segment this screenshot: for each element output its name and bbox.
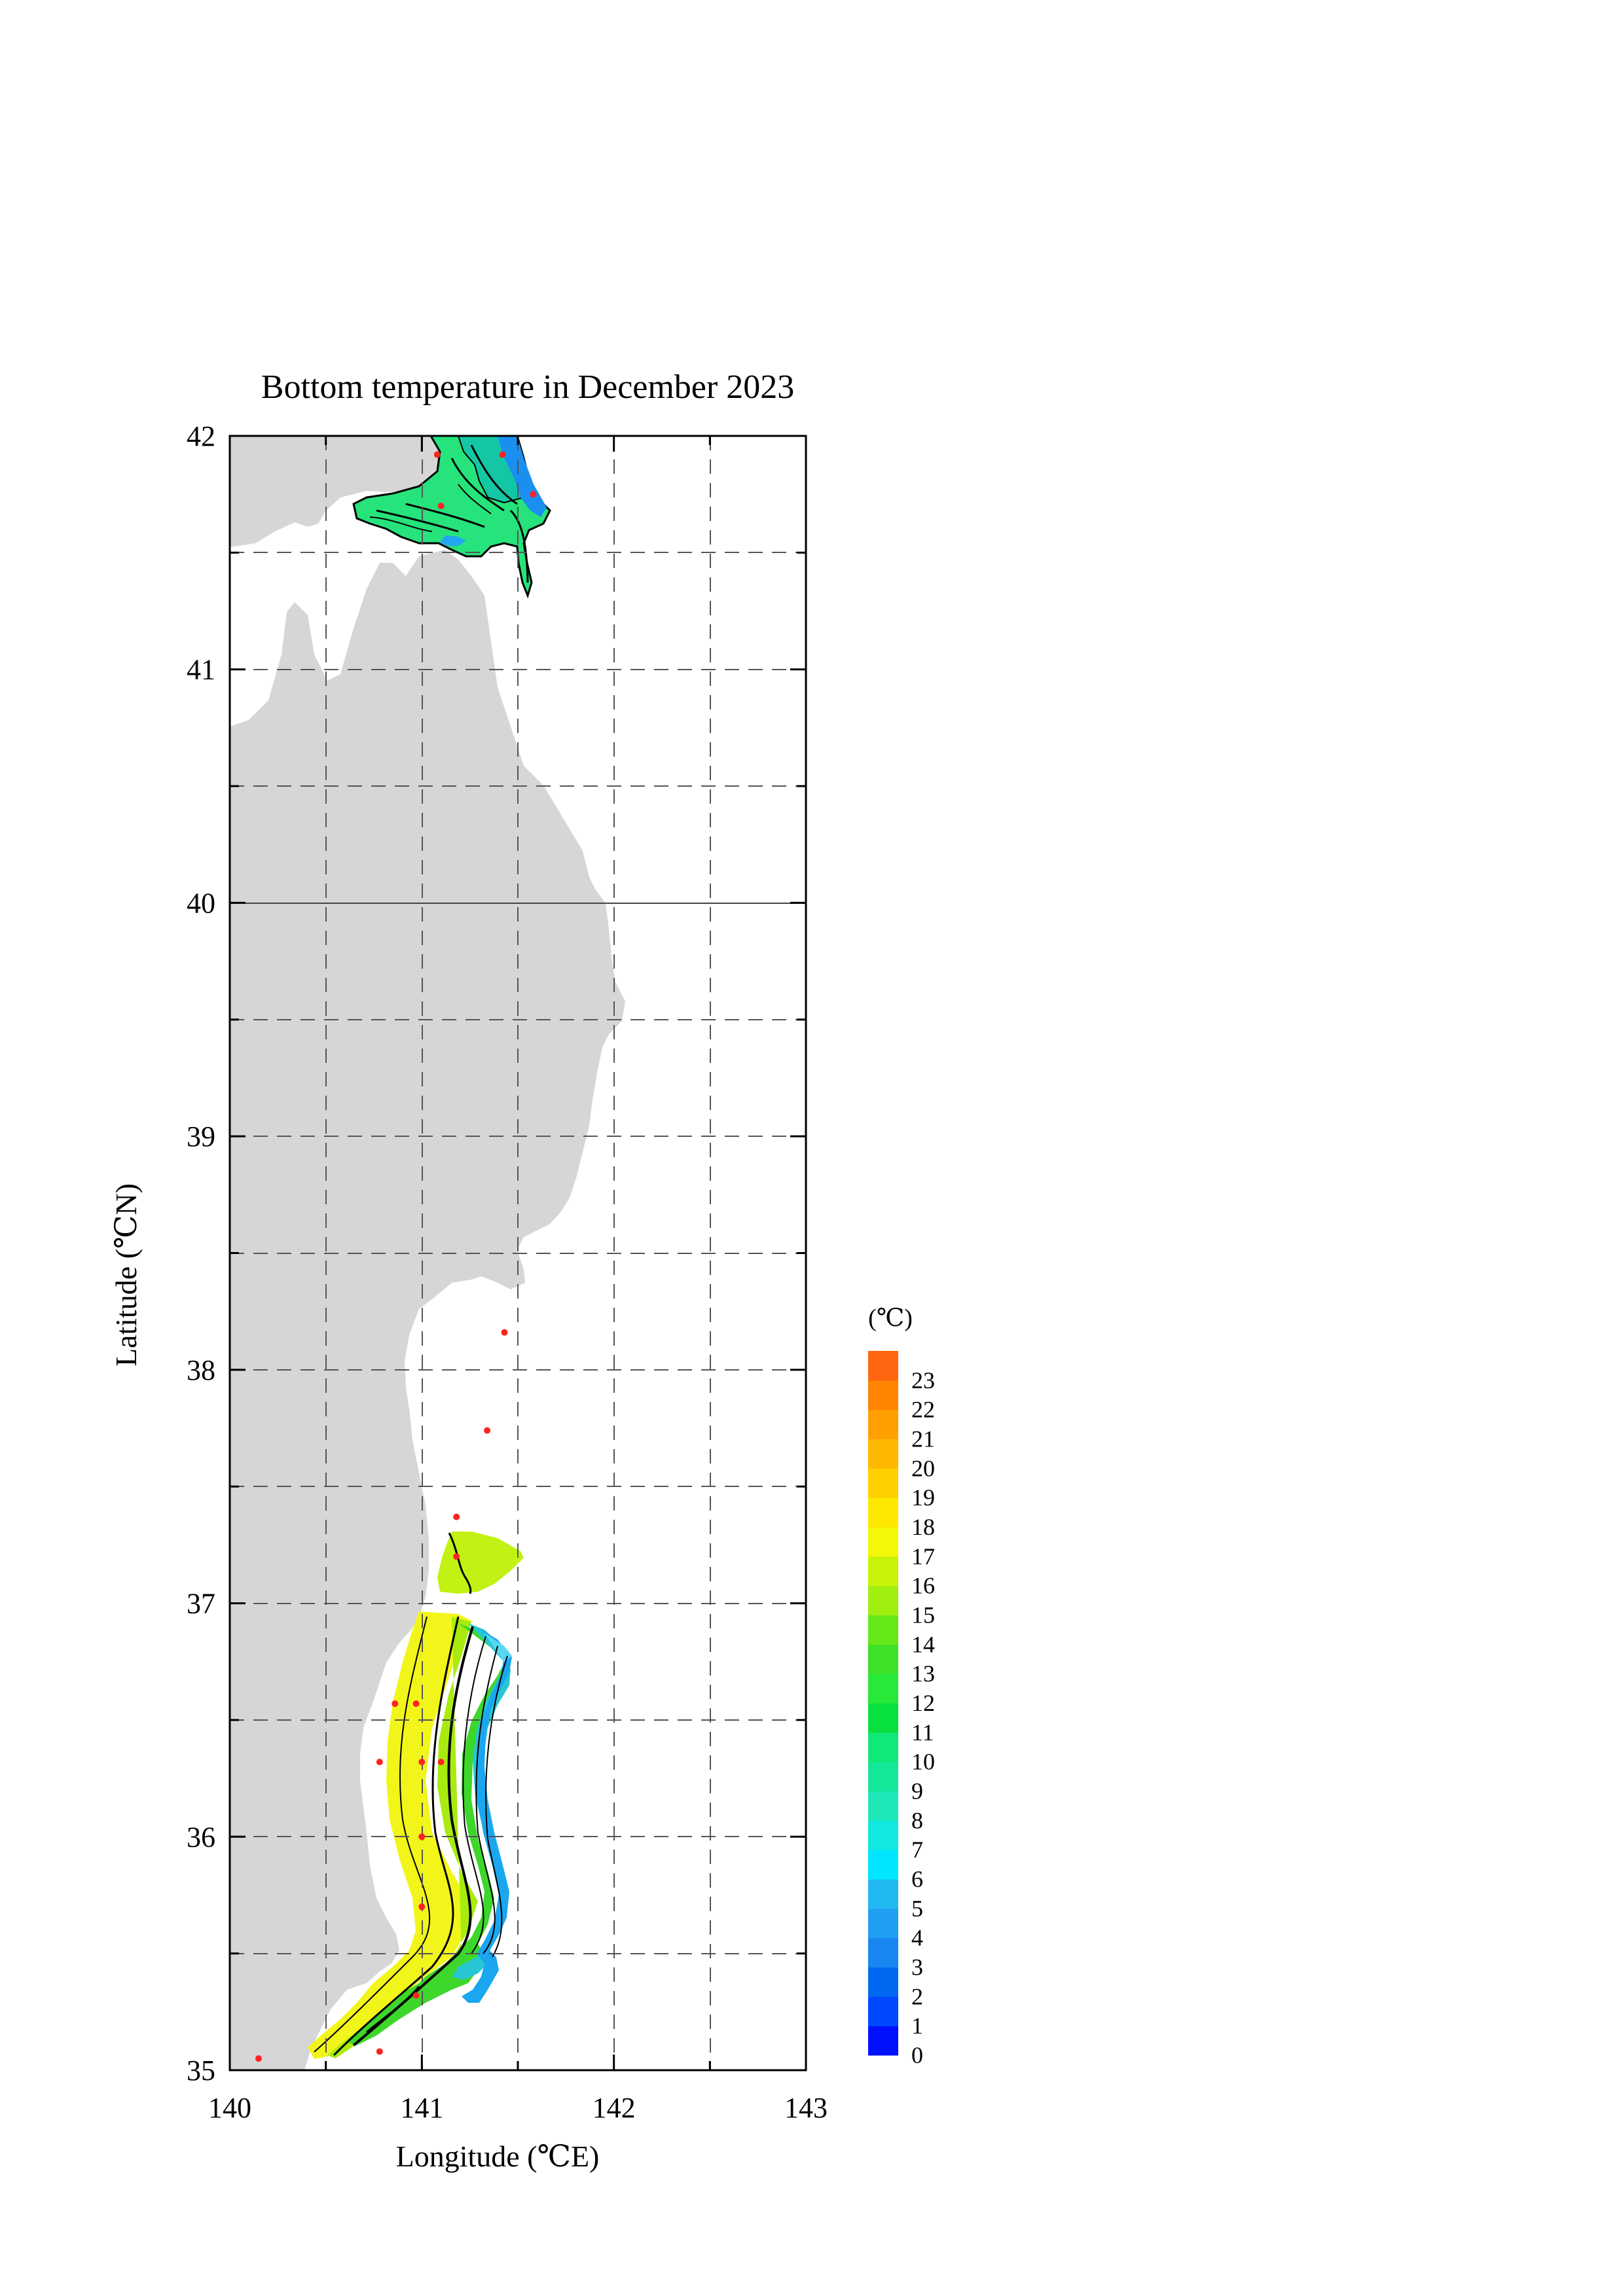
station-marker [484, 1427, 491, 1434]
colorbar-label: 9 [911, 1778, 923, 1804]
y-tick-label: 40 [187, 887, 215, 919]
colorbar-label: 5 [911, 1895, 923, 1922]
colorbar-segment [868, 1967, 898, 1997]
colorbar-label: 0 [911, 2042, 923, 2068]
colorbar-label: 23 [911, 1367, 935, 1393]
colorbar-label: 16 [911, 1573, 935, 1599]
colorbar-segment [868, 1468, 898, 1498]
colorbar-label: 13 [911, 1660, 935, 1687]
colorbar-label: 10 [911, 1749, 935, 1775]
y-tick-label: 39 [187, 1121, 215, 1153]
station-marker [530, 491, 537, 498]
colorbar-label: 14 [911, 1631, 935, 1657]
colorbar-label: 22 [911, 1397, 935, 1423]
station-marker [499, 451, 506, 458]
y-tick-label: 37 [187, 1588, 215, 1620]
colorbar-segment [868, 1527, 898, 1557]
station-marker [453, 1513, 460, 1520]
y-tick-label: 36 [187, 1821, 215, 1853]
colorbar-segment [868, 1380, 898, 1410]
colorbar: (℃) 012345678910111213141516171819202122… [868, 1304, 935, 2068]
station-marker [453, 1553, 460, 1560]
colorbar-segment [868, 1908, 898, 1939]
colorbar-segment [868, 1761, 898, 1792]
colorbar-segment [868, 1996, 898, 2026]
land-chiba-tip [230, 1996, 249, 2062]
colorbar-segments [868, 1351, 898, 2056]
station-marker [418, 1759, 426, 1766]
colorbar-segment [868, 1615, 898, 1645]
y-tick-labels: 35 36 37 38 39 40 41 42 [187, 420, 215, 2087]
southern-temperature-field [308, 1611, 512, 2059]
axis-ticks [228, 435, 807, 2072]
station-marker [501, 1329, 508, 1336]
land-honshu [230, 550, 625, 2070]
station-marker [376, 1759, 383, 1766]
land-hokkaido [230, 436, 440, 547]
x-tick-label: 143 [784, 2092, 828, 2124]
station-markers [255, 451, 537, 2062]
plot-area: 140 141 142 143 35 36 37 38 39 40 41 42 [187, 420, 828, 2124]
station-marker [437, 1759, 445, 1766]
colorbar-label: 19 [911, 1484, 935, 1511]
x-axis-label: Longitude (℃E) [396, 2140, 600, 2173]
colorbar-label: 3 [911, 1954, 923, 1981]
northern-temperature-field [352, 436, 551, 599]
colorbar-label: 18 [911, 1514, 935, 1540]
colorbar-label: 8 [911, 1807, 923, 1833]
grid-lines [230, 436, 806, 2070]
colorbar-label: 17 [911, 1543, 935, 1570]
colorbar-label: 21 [911, 1426, 935, 1452]
colorbar-segment [868, 1937, 898, 1968]
colorbar-unit: (℃) [868, 1304, 913, 1332]
colorbar-segment [868, 1879, 898, 1909]
colorbar-segment [868, 1409, 898, 1440]
colorbar-segment [868, 1439, 898, 1469]
y-tick-label: 42 [187, 420, 215, 452]
station-marker [376, 2048, 383, 2055]
colorbar-segment [868, 2026, 898, 2056]
y-tick-label: 35 [187, 2054, 215, 2087]
y-tick-label: 41 [187, 654, 215, 686]
central-temperature-field [437, 1532, 524, 1594]
colorbar-label: 6 [911, 1866, 923, 1892]
x-tick-labels: 140 141 142 143 [208, 2092, 828, 2124]
colorbar-segment [868, 1674, 898, 1704]
x-tick-label: 140 [208, 2092, 251, 2124]
station-marker [418, 1833, 426, 1840]
station-marker [418, 1903, 426, 1910]
station-marker [255, 2055, 262, 2062]
station-marker [412, 1700, 420, 1707]
colorbar-segment [868, 1585, 898, 1616]
colorbar-segment [868, 1850, 898, 1880]
colorbar-label: 12 [911, 1690, 935, 1716]
colorbar-label: 4 [911, 1925, 923, 1951]
y-axis-label: Latitude (℃N) [109, 1183, 143, 1367]
colorbar-segment [868, 1644, 898, 1674]
colorbar-label: 1 [911, 2013, 923, 2039]
colorbar-segment [868, 1703, 898, 1733]
station-marker [412, 1992, 420, 1999]
map-title: Bottom temperature in December 2023 [261, 368, 794, 406]
colorbar-segment [868, 1732, 898, 1763]
colorbar-label: 20 [911, 1455, 935, 1481]
colorbar-label: 7 [911, 1837, 923, 1863]
colorbar-label: 11 [911, 1719, 934, 1746]
colorbar-segment [868, 1498, 898, 1528]
x-tick-label: 141 [400, 2092, 443, 2124]
colorbar-segment [868, 1351, 898, 1381]
colorbar-label: 2 [911, 1983, 923, 2009]
station-marker [437, 503, 445, 510]
colorbar-label: 15 [911, 1602, 935, 1628]
colorbar-segment [868, 1791, 898, 1821]
station-marker [433, 451, 441, 458]
x-tick-label: 142 [593, 2092, 636, 2124]
colorbar-segment [868, 1820, 898, 1850]
y-tick-label: 38 [187, 1354, 215, 1386]
station-marker [392, 1700, 399, 1707]
colorbar-segment [868, 1556, 898, 1587]
